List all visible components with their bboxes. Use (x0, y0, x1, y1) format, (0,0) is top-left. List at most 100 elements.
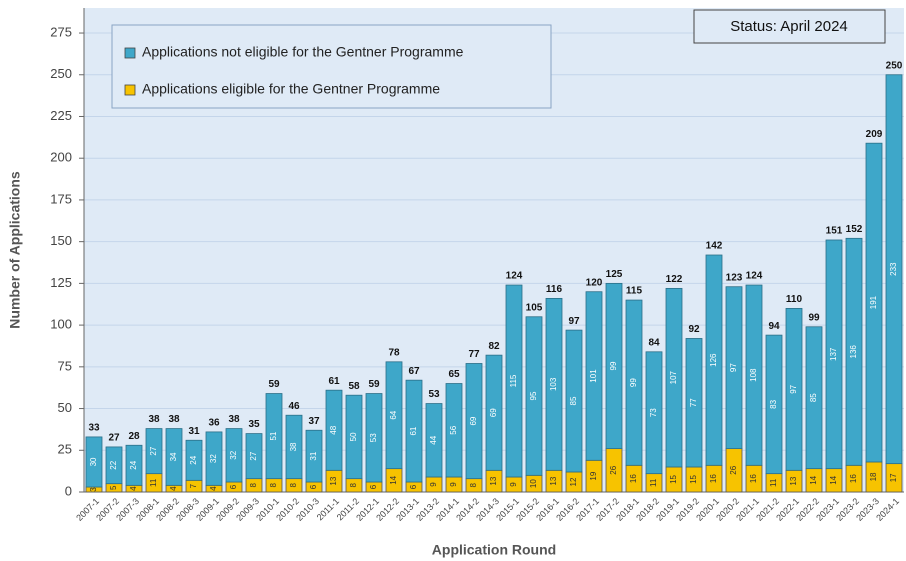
segment-label: 8 (289, 483, 298, 488)
y-tick-label: 225 (50, 108, 72, 123)
segment-label: 8 (249, 483, 258, 488)
total-label: 38 (228, 414, 240, 425)
total-label: 36 (208, 418, 220, 429)
bar-segment (825, 239, 843, 470)
segment-label: 16 (629, 474, 638, 483)
segment-label: 83 (769, 399, 778, 408)
bar-segment (525, 316, 543, 476)
segment-label: 26 (729, 465, 738, 474)
bar-segment (345, 394, 363, 480)
total-label: 61 (328, 376, 340, 387)
total-label: 124 (746, 271, 763, 282)
total-label: 151 (826, 226, 843, 237)
y-tick-label: 275 (50, 24, 72, 39)
segment-label: 14 (809, 475, 818, 484)
bar-segment (445, 383, 463, 478)
segment-label: 8 (349, 483, 358, 488)
segment-label: 38 (289, 442, 298, 451)
bar-segment (565, 329, 583, 473)
total-label: 65 (448, 369, 460, 380)
segment-label: 9 (429, 482, 438, 487)
segment-label: 15 (669, 474, 678, 483)
segment-label: 56 (449, 425, 458, 434)
total-label: 38 (148, 414, 160, 425)
segment-label: 99 (609, 361, 618, 370)
total-label: 105 (526, 302, 543, 313)
bar-segment (725, 286, 743, 450)
bar-segment (205, 431, 223, 486)
bar-segment (885, 74, 903, 465)
legend-swatch (124, 47, 136, 59)
bar-segment (365, 393, 383, 483)
segment-label: 30 (89, 457, 98, 466)
total-label: 31 (188, 426, 200, 437)
segment-label: 115 (509, 374, 518, 387)
total-label: 123 (726, 272, 743, 283)
y-tick-label: 75 (58, 358, 72, 373)
bar-segment (765, 334, 783, 475)
total-label: 122 (666, 274, 683, 285)
segment-label: 61 (409, 426, 418, 435)
bar-segment (425, 403, 443, 478)
segment-label: 107 (669, 370, 678, 384)
segment-label: 18 (869, 472, 878, 481)
y-tick-label: 50 (58, 400, 72, 415)
y-tick-label: 250 (50, 66, 72, 81)
legend-box (111, 24, 552, 109)
bar-segment (485, 354, 503, 471)
segment-label: 13 (549, 476, 558, 485)
y-axis-title: Number of Applications (7, 171, 23, 329)
total-label: 59 (368, 379, 380, 390)
segment-label: 48 (329, 425, 338, 434)
total-label: 67 (408, 366, 420, 377)
y-tick-label: 200 (50, 150, 72, 165)
status-label: Status: April 2024 (730, 18, 848, 35)
total-label: 110 (786, 294, 803, 305)
total-label: 97 (568, 316, 580, 327)
legend-label: Applications not eligible for the Gentne… (142, 44, 464, 60)
total-label: 116 (546, 284, 563, 295)
total-label: 82 (488, 341, 500, 352)
total-label: 35 (248, 419, 260, 430)
bar-segment (505, 284, 523, 478)
total-label: 33 (88, 423, 100, 434)
total-label: 84 (648, 337, 660, 348)
segment-label: 136 (849, 345, 858, 359)
bar-segment (125, 444, 143, 486)
total-label: 209 (866, 129, 883, 140)
segment-label: 12 (569, 477, 578, 486)
segment-label: 7 (189, 483, 198, 488)
segment-label: 11 (149, 478, 158, 487)
total-label: 37 (308, 416, 320, 427)
segment-label: 8 (269, 483, 278, 488)
bar-segment (165, 428, 183, 486)
total-label: 58 (348, 381, 360, 392)
bar-segment (625, 299, 643, 466)
y-tick-label: 0 (65, 483, 72, 498)
segment-label: 17 (889, 473, 898, 482)
segment-label: 64 (389, 410, 398, 419)
bar-segment (305, 429, 323, 483)
status-box (693, 9, 886, 44)
bar-segment (225, 428, 243, 483)
segment-label: 26 (609, 465, 618, 474)
segment-label: 6 (309, 484, 318, 489)
segment-label: 73 (649, 408, 658, 417)
segment-label: 27 (149, 446, 158, 455)
total-label: 27 (108, 433, 120, 444)
segment-label: 51 (269, 431, 278, 440)
segment-label: 16 (709, 474, 718, 483)
segment-label: 10 (529, 479, 538, 488)
segment-label: 6 (229, 484, 238, 489)
segment-label: 53 (369, 433, 378, 442)
segment-label: 101 (589, 369, 598, 383)
segment-label: 11 (769, 478, 778, 487)
y-tick-label: 150 (50, 233, 72, 248)
total-label: 125 (606, 269, 623, 280)
segment-label: 69 (489, 408, 498, 417)
segment-label: 69 (469, 416, 478, 425)
bar-segment (665, 287, 683, 468)
total-label: 94 (768, 321, 780, 332)
segment-label: 24 (129, 460, 138, 469)
